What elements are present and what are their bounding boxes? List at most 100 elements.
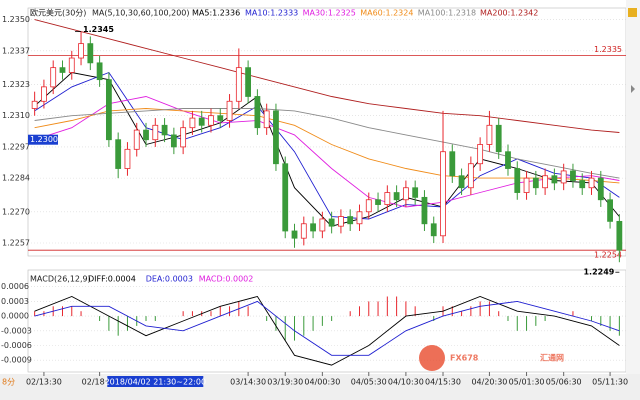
candle-body	[430, 223, 437, 237]
candle-body	[263, 110, 270, 129]
candle-body	[273, 110, 279, 165]
price-line-label: 1.2335	[594, 45, 622, 54]
legend-entry: MA100:1.2318	[418, 9, 476, 18]
high-label: 1.2345	[83, 25, 114, 34]
low-label: 1.2249	[583, 268, 614, 277]
candle-body	[180, 127, 187, 148]
cursor-price-label: 1.2300	[30, 135, 58, 144]
candle-body	[588, 177, 595, 189]
candle-body	[467, 163, 474, 189]
candle-body	[532, 177, 539, 189]
candle-body	[514, 168, 521, 193]
candle-body	[161, 124, 168, 136]
x-tick-label: 05/11:30	[592, 378, 628, 387]
macd-title: MACD(26,12,9)	[30, 275, 91, 284]
candle-body	[87, 43, 94, 64]
x-tick-label: 03/14:30	[230, 378, 266, 387]
candle-body	[189, 117, 196, 129]
macd-legend-entry: DEA:0.0003	[146, 275, 193, 284]
candle-body	[31, 100, 38, 109]
candle-body	[96, 62, 103, 81]
candle-body	[440, 151, 446, 237]
candle-body	[486, 124, 493, 145]
legend-entry: MA10:1.2333	[245, 9, 298, 18]
y-tick-label: 0.0006	[1, 282, 29, 291]
candle-body	[570, 170, 576, 181]
candle-body	[607, 199, 613, 222]
candle-body	[449, 151, 456, 177]
ma-line	[34, 96, 620, 208]
y-tick-label: 1.2284	[2, 174, 30, 183]
candle-body	[105, 79, 112, 141]
candle-body	[616, 220, 623, 251]
candle-body	[597, 177, 604, 201]
corner-label: 8分	[2, 378, 15, 387]
candle-body	[245, 67, 252, 97]
candle-body	[300, 223, 307, 239]
candle-body	[384, 192, 391, 205]
candle-body	[551, 175, 558, 184]
candle-body	[115, 139, 122, 169]
candle-body	[319, 218, 326, 232]
candle-body	[505, 151, 511, 169]
x-tick-label: 04/00:30	[304, 378, 340, 387]
candle-body	[328, 218, 335, 227]
dea-line	[34, 300, 620, 356]
candle-body	[217, 115, 224, 121]
candle-body	[41, 86, 47, 102]
candle-body	[495, 124, 502, 153]
candle-body	[78, 43, 84, 59]
macd-legend-entry: DIFF:0.0004	[88, 275, 136, 284]
candle-body	[412, 187, 419, 198]
dif-line	[34, 295, 620, 366]
x-tick-label: 04/20:30	[471, 378, 507, 387]
right-scrollbar	[626, 0, 640, 374]
y-tick-label: 1.2270	[2, 207, 30, 216]
candle-body	[59, 67, 66, 73]
watermark: FX678	[450, 354, 479, 363]
candle-body	[282, 163, 289, 232]
candle-body	[254, 96, 261, 129]
ma-line	[34, 108, 620, 184]
x-tick-label: 04/05:30	[351, 378, 387, 387]
y-tick-label: -0.0009	[1, 356, 32, 365]
y-tick-label: 1.2323	[2, 80, 30, 89]
cursor-time-box	[107, 376, 204, 387]
cursor-price-box	[28, 134, 58, 145]
candle-body	[68, 57, 75, 73]
x-tick-label: 04/10:30	[388, 378, 424, 387]
x-axis-band	[0, 374, 640, 400]
x-tick-label: 02/13:30	[26, 378, 62, 387]
candle-body	[143, 129, 149, 141]
ma-line	[34, 19, 620, 133]
candle-body	[579, 180, 586, 189]
candle-body	[226, 100, 233, 121]
candle-body	[421, 196, 428, 225]
scroll-arrow[interactable]	[631, 85, 635, 93]
candle-body	[133, 129, 140, 150]
legend-entry: MA200:1.2342	[480, 9, 538, 18]
y-tick-label: 1.2337	[2, 46, 30, 55]
cursor-time-label: 2018/04/02 21:30~22:00	[105, 378, 206, 387]
candle-body	[124, 148, 131, 169]
candle-body	[235, 67, 242, 102]
price-line-label: 1.2254	[594, 251, 622, 260]
y-tick-label: 1.2257	[2, 238, 30, 247]
legend-entry: MA30:1.2325	[303, 9, 356, 18]
macd-legend-entry: MACD:0.0002	[199, 275, 254, 284]
menu-icon[interactable]	[628, 8, 637, 17]
candle-body	[393, 192, 400, 201]
legend-entry: MA60:1.2324	[360, 9, 413, 18]
candle-body	[560, 170, 567, 184]
x-tick-label: 05/01:30	[509, 378, 545, 387]
watermark-logo	[419, 345, 445, 371]
x-tick-label: 03/19:30	[267, 378, 303, 387]
candle-body	[402, 187, 409, 201]
x-tick-label: 04/15:30	[425, 378, 461, 387]
y-tick-label: 1.2350	[2, 15, 30, 24]
y-tick-label: 0.0003	[1, 297, 29, 306]
candle-body	[338, 216, 344, 227]
candle-body	[347, 216, 354, 225]
